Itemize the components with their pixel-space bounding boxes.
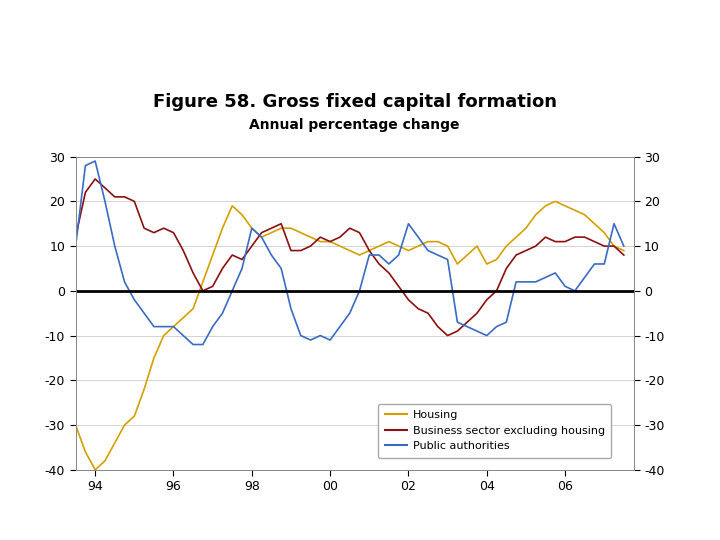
- Business sector excluding housing: [71, 234, 80, 240]
- Public authorities: [472, 328, 481, 334]
- Business sector excluding housing: [101, 185, 109, 191]
- Business sector excluding housing: [316, 234, 325, 240]
- Housing: [453, 261, 462, 267]
- Housing: [228, 202, 237, 209]
- Business sector excluding housing: [619, 252, 628, 258]
- Business sector excluding housing: [228, 252, 237, 258]
- Public authorities: [101, 198, 109, 205]
- Housing: [316, 238, 325, 245]
- Public authorities: [71, 243, 80, 249]
- Text: Annual percentage change: Annual percentage change: [249, 118, 460, 132]
- Text: Source: Statistics Sweden and The Riksbank: Source: Statistics Sweden and The Riksba…: [431, 516, 709, 529]
- Business sector excluding housing: [110, 194, 119, 200]
- Housing: [101, 457, 109, 464]
- Housing: [619, 247, 628, 254]
- Housing: [551, 198, 559, 205]
- Public authorities: [238, 265, 246, 272]
- Business sector excluding housing: [444, 332, 452, 339]
- Housing: [463, 252, 472, 258]
- Line: Business sector excluding housing: Business sector excluding housing: [76, 179, 624, 335]
- Public authorities: [619, 243, 628, 249]
- Housing: [110, 440, 119, 446]
- Business sector excluding housing: [91, 176, 99, 182]
- Public authorities: [189, 341, 197, 348]
- Line: Public authorities: Public authorities: [76, 161, 624, 345]
- Housing: [91, 467, 99, 473]
- Legend: Housing, Business sector excluding housing, Public authorities: Housing, Business sector excluding housi…: [378, 403, 611, 458]
- Business sector excluding housing: [463, 319, 472, 326]
- Public authorities: [110, 243, 119, 249]
- Housing: [71, 422, 80, 428]
- Line: Housing: Housing: [76, 201, 624, 470]
- Public authorities: [326, 337, 335, 343]
- Text: Figure 58. Gross fixed capital formation: Figure 58. Gross fixed capital formation: [153, 93, 557, 111]
- Public authorities: [91, 158, 99, 164]
- Public authorities: [463, 323, 472, 330]
- Business sector excluding housing: [472, 310, 481, 316]
